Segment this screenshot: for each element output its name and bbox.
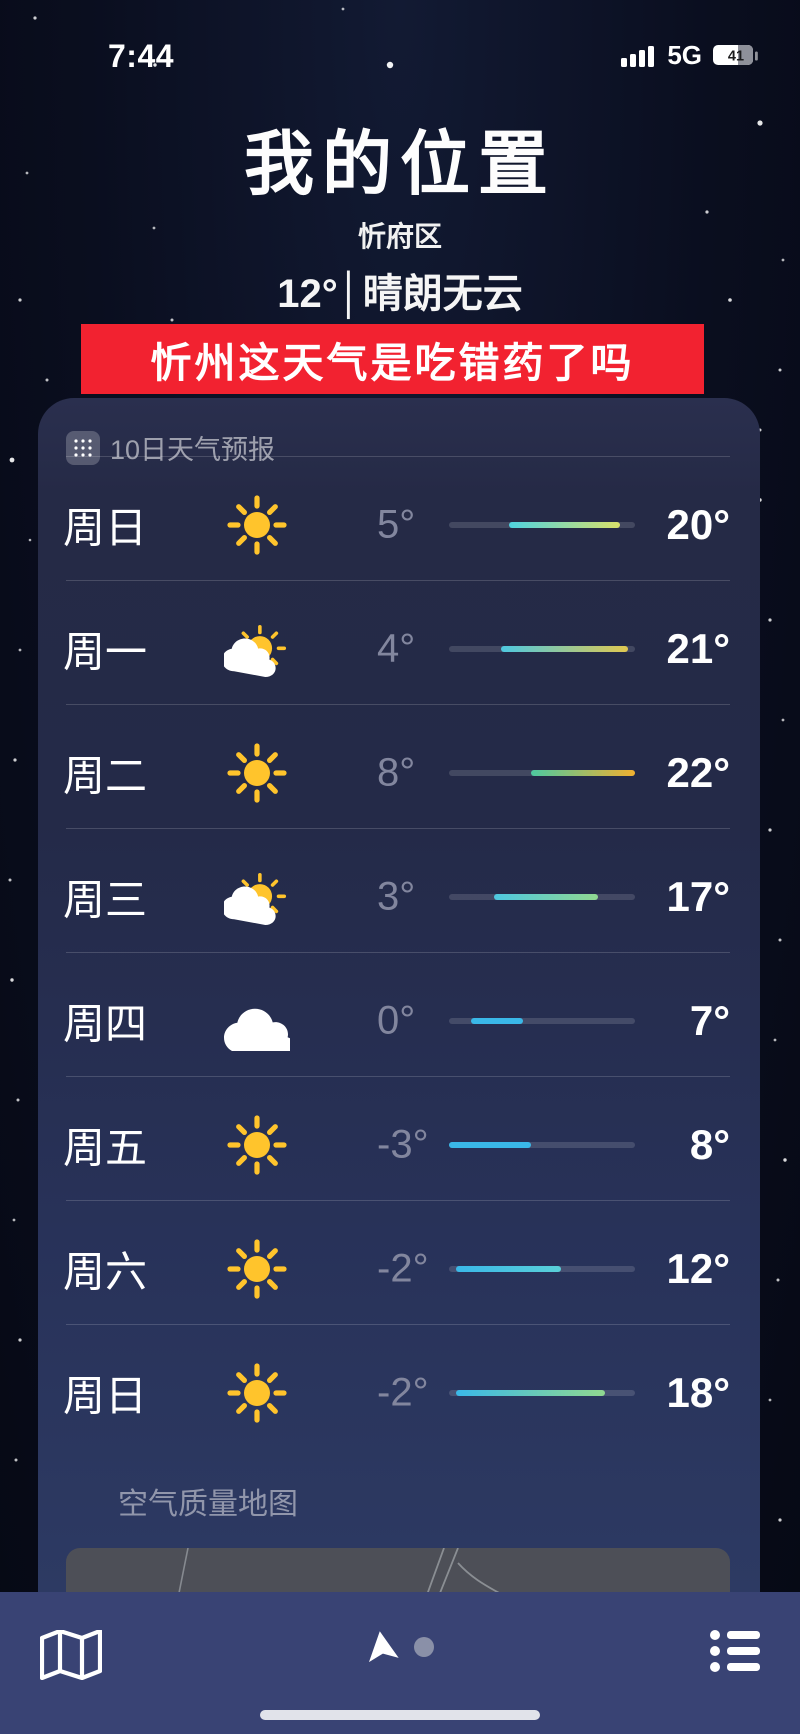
svg-text:41: 41 xyxy=(728,48,744,64)
